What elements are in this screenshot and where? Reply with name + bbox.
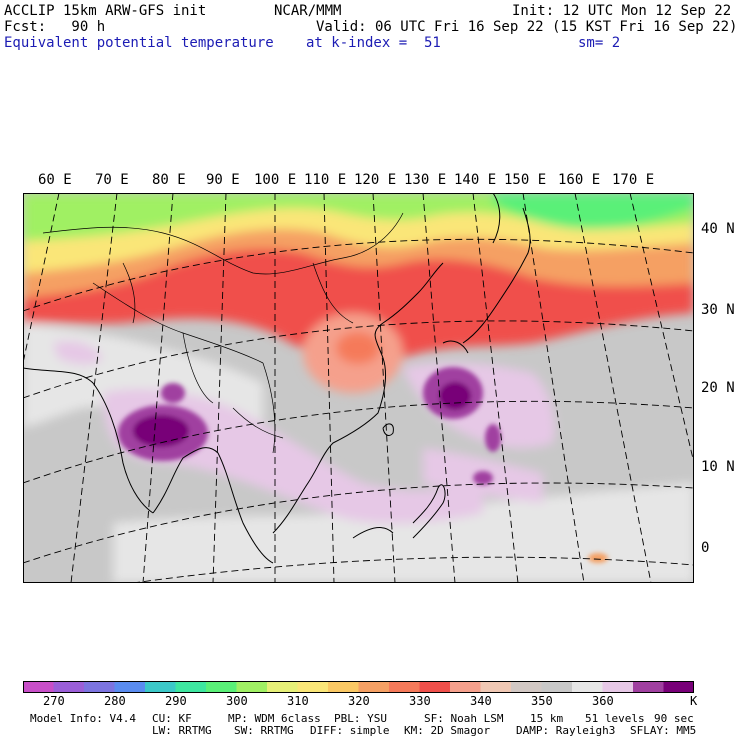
storm-cores [118,367,608,563]
lon-label-60e: 60 E [38,172,72,188]
colorbar-swatch [572,681,603,693]
colorbar-swatch [175,681,207,693]
lat-label-0: 0 [701,540,710,556]
lon-label-160e: 160 E [558,172,601,188]
footer-lw: LW: RRTMG [152,724,212,737]
graticule [23,193,694,583]
lon-label-130e: 130 E [404,172,447,188]
forecast-hour: Fcst: 90 h [4,19,106,35]
lon-label-80e: 80 E [152,172,186,188]
footer-cu: CU: KF [152,712,192,725]
footer-sw: SW: RRTMG [234,724,294,737]
lon-label-120e: 120 E [354,172,397,188]
colorbar-swatch [602,681,634,693]
colorbar-swatch [328,681,359,693]
colorbar-tick-270: 270 [43,694,65,708]
colorbar-tick-350: 350 [531,694,553,708]
colorbar-swatch [450,681,481,693]
colorbar-swatch [480,681,512,693]
lon-label-110e: 110 E [304,172,347,188]
lat-label-40n: 40 N [701,221,735,237]
colorbar [23,681,694,693]
lon-label-150e: 150 E [504,172,547,188]
theta-e-map [23,193,694,583]
colorbar-tick-310: 310 [287,694,309,708]
colorbar-frame [23,681,694,693]
colorbar-swatch [389,681,420,693]
colorbar-tick-340: 340 [470,694,492,708]
colorbar-swatch [358,681,390,693]
footer-diff: DIFF: simple [310,724,390,737]
organization: NCAR/MMM [274,3,342,19]
footer-levels: 51 levels [585,712,645,725]
colorbar-tick-330: 330 [409,694,431,708]
colorbar-tick-300: 300 [226,694,248,708]
footer-pbl: PBL: YSU [334,712,387,725]
colorbar-swatch [419,681,451,693]
lat-label-30n: 30 N [701,302,735,318]
colorbar-swatch [114,681,146,693]
colorbar-swatch [236,681,268,693]
colorbar-swatch [267,681,298,693]
colorbar-swatch [84,681,115,693]
colorbar-tick-280: 280 [104,694,126,708]
map-frame [23,193,694,583]
colorbar-swatch [206,681,237,693]
colorbar-swatch [145,681,176,693]
colorbar-swatch [663,681,694,693]
valid-time: Valid: 06 UTC Fri 16 Sep 22 (15 KST Fri … [316,19,738,35]
colorbar-tick-360: 360 [592,694,614,708]
colorbar-swatch [23,681,54,693]
lon-label-170e: 170 E [612,172,655,188]
colorbar-swatch [511,681,542,693]
footer-sflay: SFLAY: MM5 [630,724,697,737]
lat-label-10n: 10 N [701,459,735,475]
footer-mp: MP: WDM 6class [228,712,321,725]
colorbar-swatch [541,681,573,693]
level-info: at k-index = 51 [306,35,441,51]
colorbar-unit: K [690,694,698,708]
footer-km: KM: 2D Smagor [404,724,491,737]
init-time: Init: 12 UTC Mon 12 Sep 22 [512,3,732,19]
footer-timestep: 90 sec [654,712,694,725]
country-borders [42,212,404,454]
smoothing-info: sm= 2 [578,35,621,51]
footer-damp: DAMP: Rayleigh3 [516,724,616,737]
footer-model-info: Model Info: V4.4 [30,712,136,725]
model-title: ACCLIP 15km ARW-GFS init [4,3,207,19]
coastlines [23,193,531,564]
lon-label-70e: 70 E [95,172,129,188]
colorbar-tick-290: 290 [165,694,187,708]
footer-sf: SF: Noah LSM [424,712,504,725]
colorbar-swatch [633,681,664,693]
footer-resolution: 15 km [530,712,564,725]
colorbar-tick-320: 320 [348,694,370,708]
lon-label-90e: 90 E [206,172,240,188]
colorbar-swatch [53,681,85,693]
colorbar-swatch [297,681,329,693]
field-name: Equivalent potential temperature [4,35,274,51]
lon-label-100e: 100 E [254,172,297,188]
lat-label-20n: 20 N [701,380,735,396]
lon-label-140e: 140 E [454,172,497,188]
